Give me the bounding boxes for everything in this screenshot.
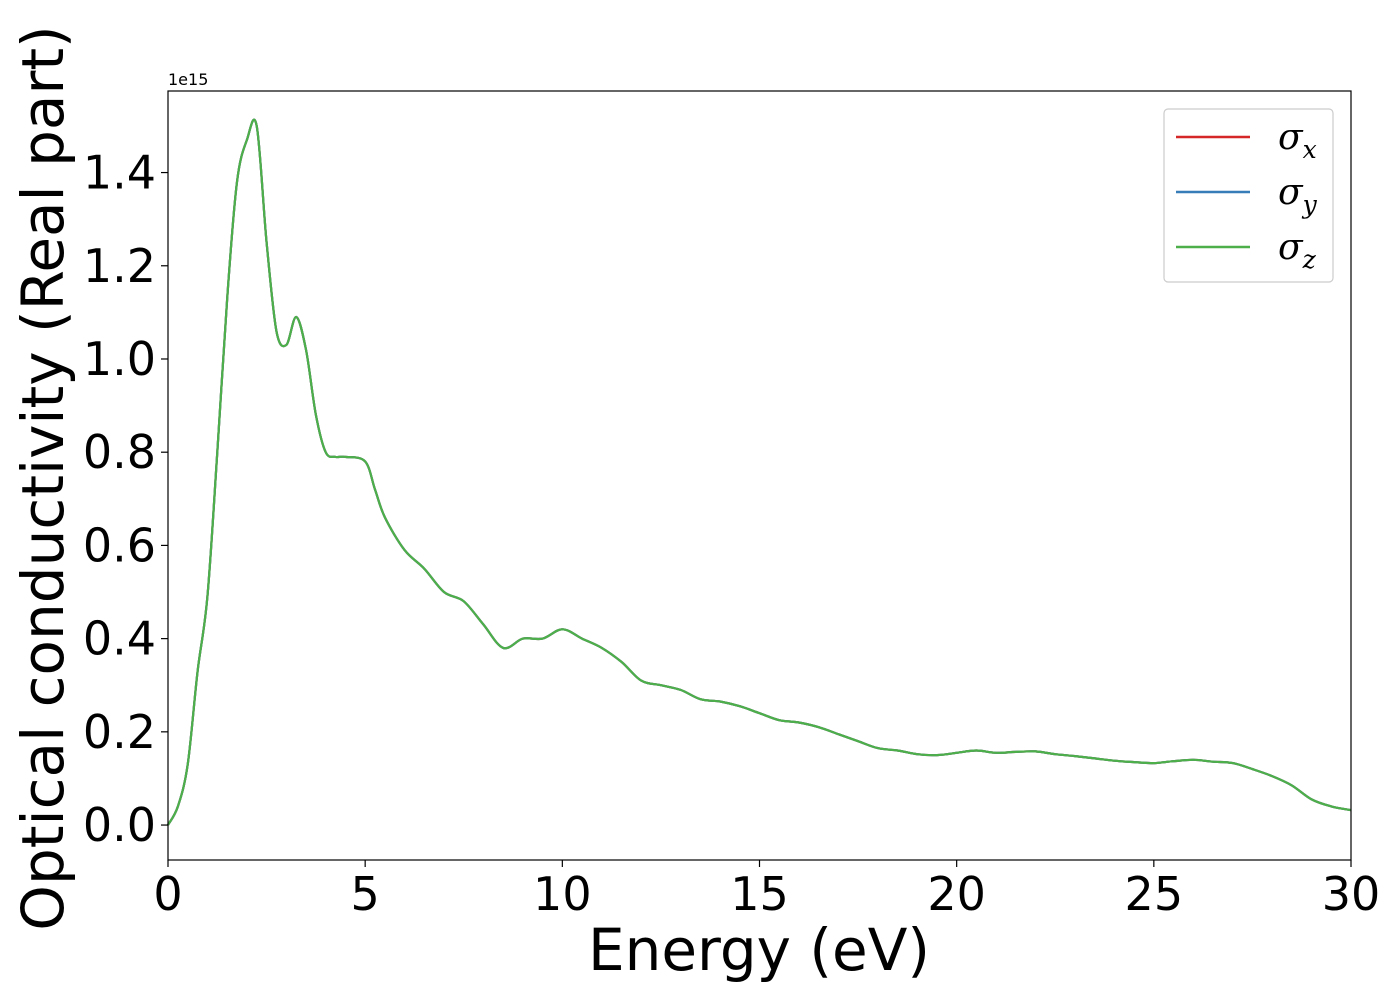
x-axis-ticks: 0 5 10 15 20 25 30 [153, 860, 1380, 921]
y-tick-label: 1.2 [83, 239, 156, 293]
x-tick-label: 20 [927, 867, 986, 921]
y-tick-label: 0.6 [83, 518, 156, 572]
x-tick-label: 5 [351, 867, 380, 921]
y-tick-label: 1.0 [83, 332, 156, 386]
y-tick-label: 0.2 [83, 705, 156, 759]
series-layer [167, 118, 1352, 826]
y-axis-ticks: 0.0 0.2 0.4 0.6 0.8 1.0 1.2 1.4 [83, 146, 168, 852]
y-axis-title: Optical conductivity (Real part) [9, 25, 77, 930]
x-tick-label: 0 [153, 867, 182, 921]
x-tick-label: 30 [1322, 867, 1381, 921]
x-tick-label: 15 [730, 867, 789, 921]
y-tick-label: 0.4 [83, 612, 156, 666]
legend-box [1163, 108, 1334, 283]
y-offset-label: 1e15 [168, 70, 208, 89]
series-line-z [167, 118, 1352, 826]
x-tick-label: 10 [533, 867, 592, 921]
y-tick-label: 0.0 [83, 798, 156, 852]
x-axis-title: Energy (eV) [588, 916, 930, 984]
y-tick-label: 1.4 [83, 146, 156, 200]
y-tick-label: 0.8 [83, 425, 156, 479]
x-tick-label: 25 [1125, 867, 1184, 921]
